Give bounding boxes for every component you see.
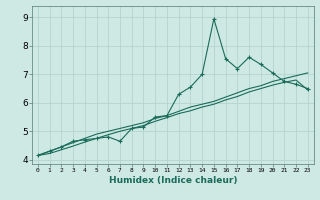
X-axis label: Humidex (Indice chaleur): Humidex (Indice chaleur) — [108, 176, 237, 185]
